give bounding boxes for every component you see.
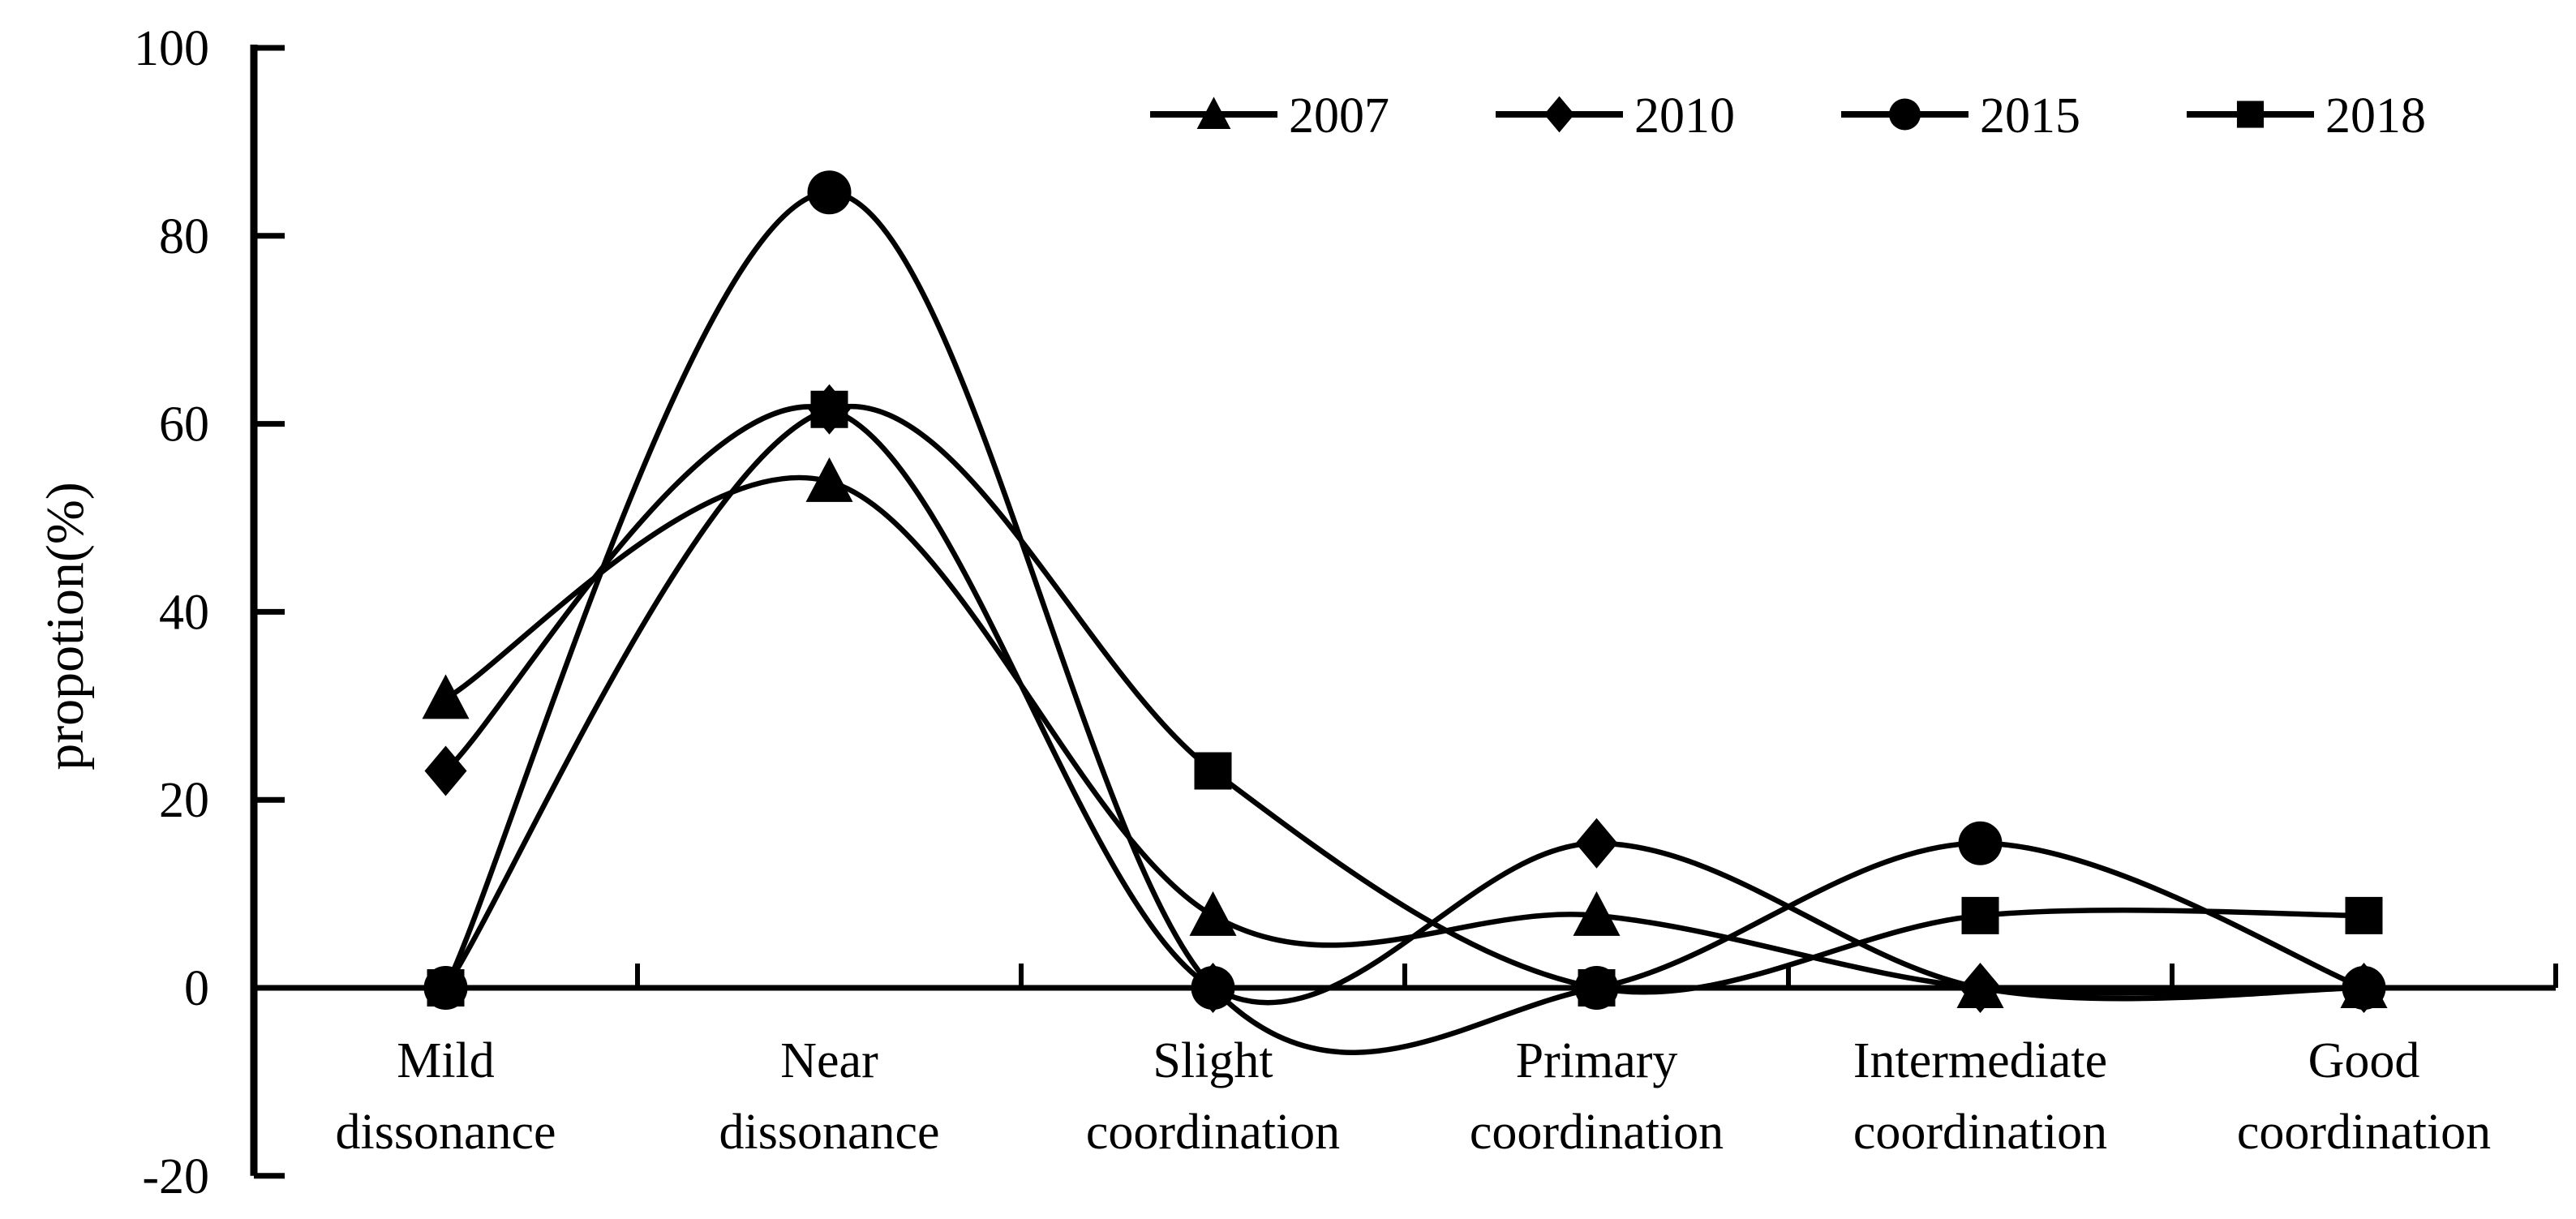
series-2018-point-1-square-marker	[810, 390, 848, 428]
series-2015-point-3-circle-marker	[1574, 966, 1619, 1010]
legend-label-2015: 2015	[1980, 88, 2080, 144]
series-2007-point-1-triangle-marker	[805, 457, 853, 502]
plot-area: 100 80 60 40 20 0 -20 Mild dissonance Near dissona…	[134, 21, 2558, 1204]
series-2007-point-3-triangle-marker	[1573, 891, 1621, 936]
category-label: Mild dissonance	[335, 1033, 556, 1160]
series-2010-point-0-diamond-marker	[424, 745, 467, 796]
category-label: Primary coordination	[1470, 1033, 1724, 1160]
series-2010-point-3-diamond-marker	[1575, 818, 1618, 869]
series-line-2007	[444, 474, 2364, 996]
series-2015-point-2-circle-marker	[1191, 966, 1235, 1010]
legend-label-2010: 2010	[1634, 88, 1735, 144]
series-2007-point-0-triangle-marker	[422, 674, 470, 719]
category-label: Intermediate coordination	[1853, 1033, 2107, 1160]
y-tick-label: 0	[184, 961, 209, 1016]
legend-2018-square-marker	[2236, 101, 2265, 128]
series-2015-point-5-circle-marker	[2342, 966, 2386, 1010]
series-2018-point-2-square-marker	[1194, 752, 1232, 790]
category-label: Good coordination	[2237, 1033, 2491, 1160]
series-2018-point-5-square-marker	[2345, 896, 2383, 934]
series-2018-point-4-square-marker	[1961, 896, 1999, 934]
legend-label-2007: 2007	[1289, 88, 1389, 144]
series-2007-point-2-triangle-marker	[1189, 891, 1237, 936]
category-label: Slight coordination	[1086, 1033, 1340, 1160]
series-line-2015	[443, 190, 2365, 1055]
category-label: Near dissonance	[719, 1033, 939, 1160]
legend-label-2018: 2018	[2325, 88, 2426, 144]
legend-2010-diamond-marker	[1543, 96, 1575, 133]
y-axis-title: propotion(%)	[36, 482, 95, 770]
legend-2015-circle-marker	[1889, 98, 1921, 131]
y-tick-label: 100	[134, 21, 209, 76]
y-tick-label: 20	[159, 773, 209, 828]
series-2010-point-4-diamond-marker	[1959, 963, 2002, 1013]
series-2015-point-1-circle-marker	[807, 170, 852, 215]
series-2015-point-0-circle-marker	[423, 966, 468, 1010]
y-tick-label: 80	[159, 209, 209, 264]
y-tick-label: 40	[159, 585, 209, 640]
y-tick-label: -20	[142, 1149, 209, 1204]
y-tick-label: 60	[159, 397, 209, 453]
legend-2007-triangle-marker	[1196, 97, 1231, 129]
series-2015-point-4-circle-marker	[1958, 821, 2003, 865]
